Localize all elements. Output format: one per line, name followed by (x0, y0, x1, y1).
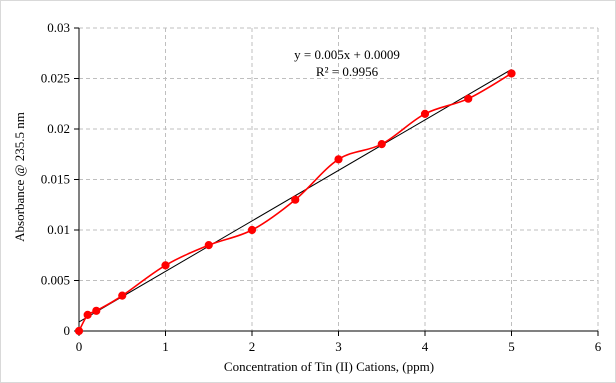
axes (74, 27, 599, 336)
x-tick-label: 6 (595, 339, 602, 354)
x-tick-label: 5 (508, 339, 515, 354)
data-point (118, 291, 127, 300)
data-point (83, 310, 92, 319)
y-tick-label: 0.005 (41, 273, 70, 288)
data-point (291, 195, 300, 204)
data-point (507, 69, 516, 78)
tick-labels: 0 1 2 3 4 5 6 0 0.005 0.01 0.015 0.02 0.025 0.03 (41, 20, 602, 354)
y-axis-title: Absorbance @ 235.5 nm (12, 112, 27, 242)
x-tick-label: 4 (422, 339, 429, 354)
y-tick-label: 0.01 (47, 222, 70, 237)
data-point (247, 225, 257, 235)
data-point (92, 306, 101, 315)
x-tick-label: 2 (249, 339, 256, 354)
y-tick-label: 0.03 (47, 20, 70, 35)
data-point (204, 241, 213, 250)
x-tick-label: 1 (162, 339, 169, 354)
data-point (420, 109, 430, 118)
r-squared-label: R² = 0.9956 (316, 64, 379, 79)
y-tick-label: 0.015 (41, 172, 70, 187)
data-point (334, 155, 343, 164)
y-tick-label: 0.02 (47, 121, 70, 136)
grid-lines (79, 27, 599, 331)
data-point (161, 261, 170, 270)
x-axis-title: Concentration of Tin (II) Cations, (ppm) (224, 359, 434, 374)
data-point (464, 94, 473, 103)
trendline-equation: y = 0.005x + 0.0009 (294, 47, 400, 62)
x-tick-label: 0 (76, 339, 83, 354)
x-tick-label: 3 (335, 339, 342, 354)
y-tick-label: 0.025 (41, 71, 70, 86)
series-layer (74, 69, 516, 336)
y-tick-label: 0 (64, 323, 71, 338)
data-point (74, 326, 84, 336)
data-point (377, 140, 386, 149)
